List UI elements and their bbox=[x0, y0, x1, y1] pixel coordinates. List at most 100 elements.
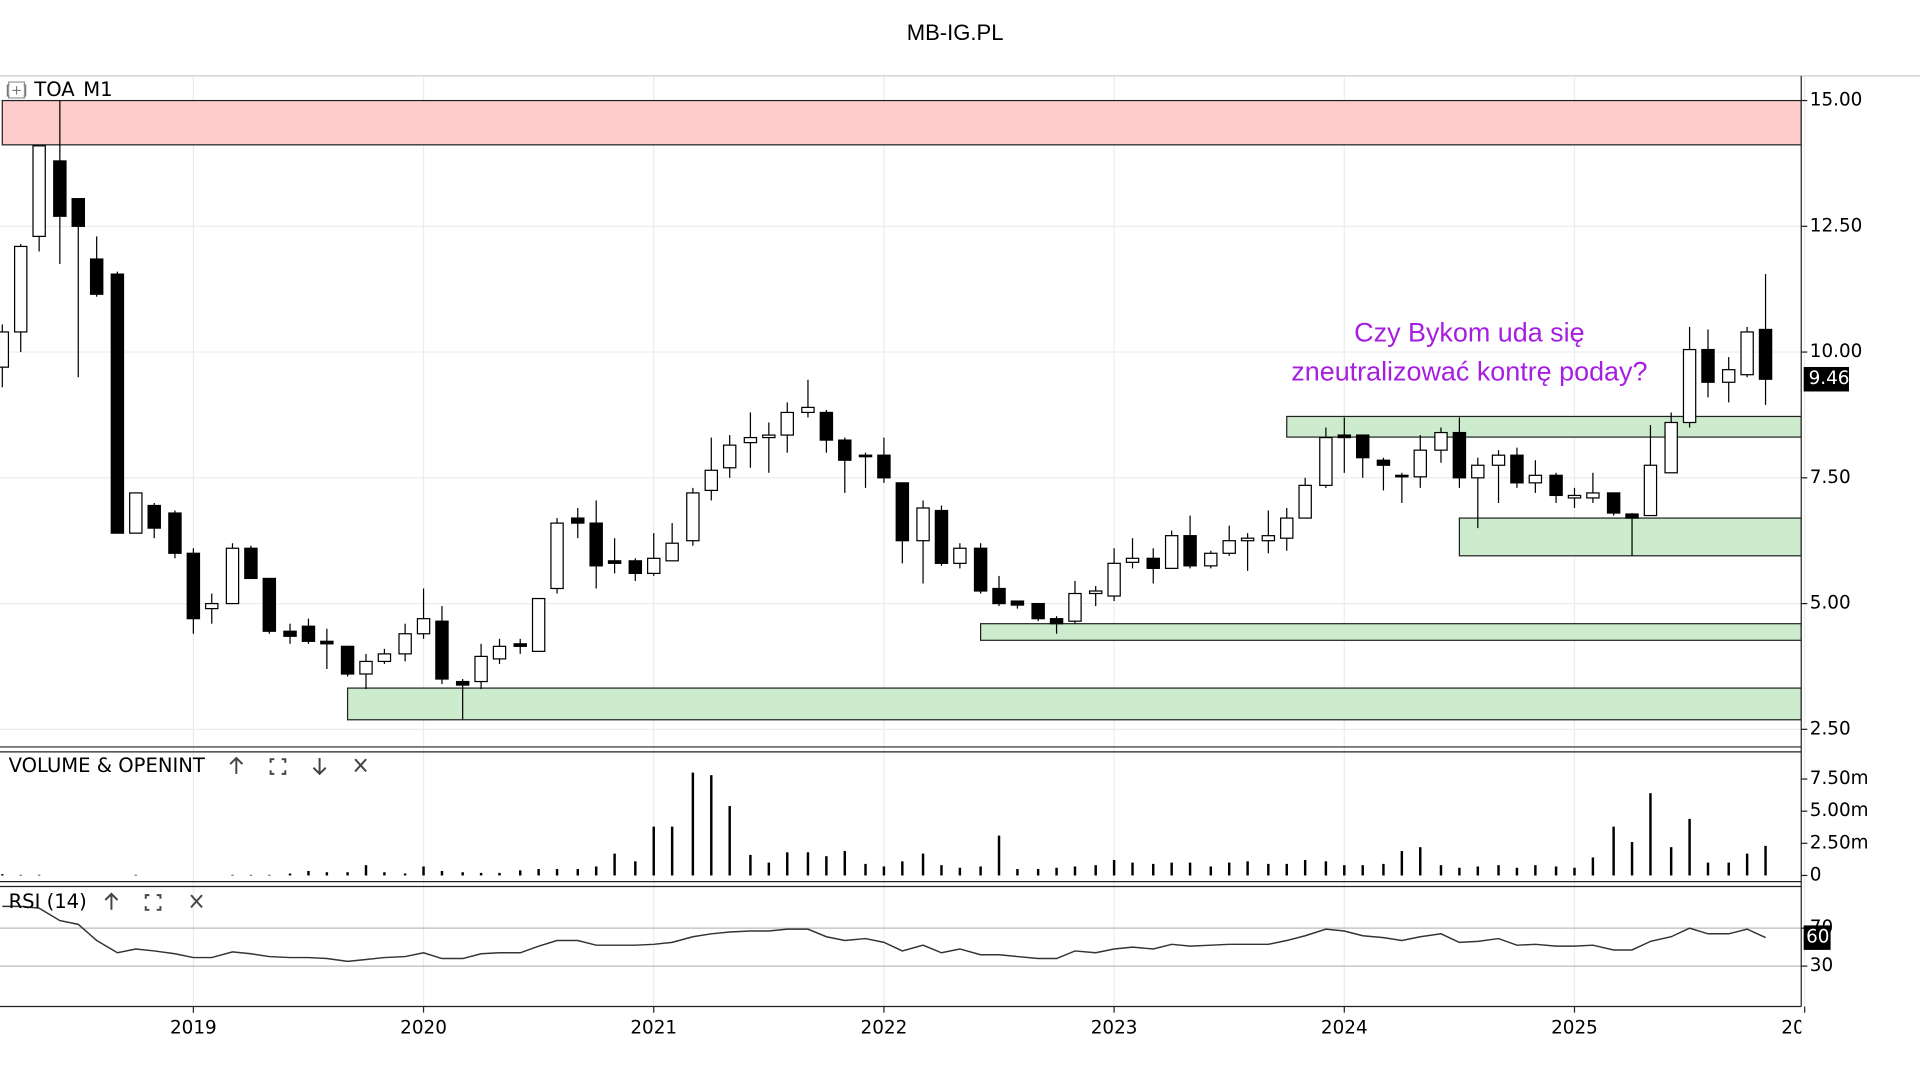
candle-body bbox=[550, 522, 564, 590]
annotation: Czy Bykom uda się zneutralizować kontrę p… bbox=[1291, 317, 1647, 386]
volume-bar bbox=[1458, 867, 1461, 876]
volume-bar bbox=[1439, 865, 1443, 876]
candle-body bbox=[1395, 474, 1409, 478]
volume-bar bbox=[346, 872, 349, 876]
zone bbox=[979, 623, 1802, 641]
candle-body bbox=[1740, 331, 1754, 376]
volume-bar bbox=[806, 852, 810, 876]
candle-body bbox=[686, 492, 700, 542]
candle-body bbox=[262, 577, 277, 632]
volume-bar bbox=[1112, 860, 1116, 876]
maximize-button[interactable] bbox=[269, 758, 287, 775]
move-up-button[interactable] bbox=[229, 756, 244, 774]
candle-body bbox=[1664, 421, 1678, 474]
candle-body bbox=[301, 625, 316, 642]
candle-body bbox=[168, 512, 182, 554]
volume-bar bbox=[710, 775, 713, 876]
candle-body bbox=[1337, 434, 1352, 439]
volume-bar bbox=[864, 863, 867, 876]
candle-body bbox=[1146, 557, 1160, 569]
volume-bar bbox=[1612, 826, 1615, 876]
candle-body bbox=[244, 547, 258, 580]
labels: 2019 2020 2021 2022 2023 2024 2025 2026 2.50 5.00… bbox=[170, 90, 1869, 1039]
candle-body bbox=[1682, 348, 1697, 424]
volume-bar bbox=[728, 806, 731, 876]
rsi-line bbox=[2, 905, 1766, 963]
volume-bar bbox=[921, 853, 925, 876]
candle-body bbox=[1586, 492, 1600, 499]
volume-bar bbox=[767, 862, 771, 876]
zone bbox=[1, 99, 1802, 146]
volume-bar bbox=[825, 856, 828, 876]
candle-body bbox=[340, 645, 355, 675]
close-button[interactable] bbox=[190, 894, 203, 909]
candle-body bbox=[1164, 535, 1179, 569]
volume-bar bbox=[1554, 866, 1558, 876]
move-down-button[interactable] bbox=[312, 757, 327, 776]
volume-bar bbox=[1073, 866, 1077, 876]
last-price-box bbox=[1803, 366, 1849, 392]
volume-bar bbox=[1, 874, 4, 876]
expand-label[interactable]: [+] bbox=[6, 84, 28, 99]
volume-bar bbox=[1669, 847, 1673, 876]
candle-body bbox=[1452, 431, 1467, 479]
maximize-button[interactable] bbox=[144, 894, 162, 911]
candle-body bbox=[1280, 517, 1294, 539]
volume-bar bbox=[307, 870, 310, 876]
candle-body bbox=[1491, 454, 1506, 466]
x-tick-label: 2020 bbox=[400, 1018, 447, 1039]
candle-body bbox=[1721, 369, 1736, 383]
y-tick-label: 2.50 bbox=[1810, 718, 1851, 739]
candle-body bbox=[1434, 431, 1448, 451]
x-tick-label: 2025 bbox=[1551, 1018, 1598, 1039]
volume-bar bbox=[1055, 867, 1058, 876]
candle-body bbox=[531, 597, 546, 652]
candle-body bbox=[1107, 562, 1121, 597]
candle-body bbox=[838, 439, 852, 461]
candle-body bbox=[1240, 537, 1255, 542]
volume-bar bbox=[1285, 863, 1288, 876]
candle-body bbox=[110, 273, 125, 534]
volume-bar bbox=[231, 874, 234, 876]
candle-body bbox=[492, 645, 507, 660]
volume-bar bbox=[1764, 845, 1767, 876]
candle-body bbox=[895, 482, 910, 542]
candle-body bbox=[1625, 513, 1639, 519]
y-tick-label: 7.50 bbox=[1810, 467, 1851, 488]
y-tick-label: 15.00 bbox=[1810, 90, 1863, 111]
candle-body bbox=[1758, 328, 1773, 380]
volume-bar bbox=[1227, 862, 1231, 876]
candle-body bbox=[435, 620, 449, 680]
y-tick-label: 7.50m bbox=[1810, 768, 1869, 789]
candle-body bbox=[1355, 434, 1370, 459]
x-tick-label: 2026 bbox=[1781, 1018, 1828, 1039]
volume-bar bbox=[1170, 862, 1173, 876]
x-tick-label: 2019 bbox=[170, 1018, 217, 1039]
candle-body bbox=[628, 560, 643, 575]
candle-body bbox=[1088, 590, 1103, 595]
candle-body bbox=[1031, 602, 1045, 620]
volume-bar bbox=[403, 873, 407, 876]
volume-bar bbox=[555, 869, 559, 876]
candle-body bbox=[877, 454, 891, 479]
volume-bar bbox=[383, 872, 386, 876]
volume-bar bbox=[1476, 866, 1480, 876]
close-button[interactable] bbox=[354, 758, 367, 773]
zone bbox=[1458, 517, 1802, 557]
candle-body bbox=[762, 434, 776, 439]
interval: M1 bbox=[83, 78, 112, 101]
volume-bar bbox=[364, 865, 368, 876]
y-tick-label: 2.50m bbox=[1810, 832, 1869, 853]
volume-bar bbox=[958, 867, 962, 876]
move-up-button[interactable] bbox=[104, 892, 119, 910]
volume-bar bbox=[882, 866, 886, 876]
candle-body bbox=[1010, 600, 1025, 606]
candle-body bbox=[147, 504, 161, 529]
candle-body bbox=[89, 258, 104, 295]
candle-body bbox=[1125, 557, 1140, 563]
volume-bar bbox=[594, 866, 598, 876]
candle-body bbox=[53, 160, 67, 217]
last-rsi-box bbox=[1803, 925, 1831, 950]
expand-button[interactable] bbox=[7, 81, 26, 99]
